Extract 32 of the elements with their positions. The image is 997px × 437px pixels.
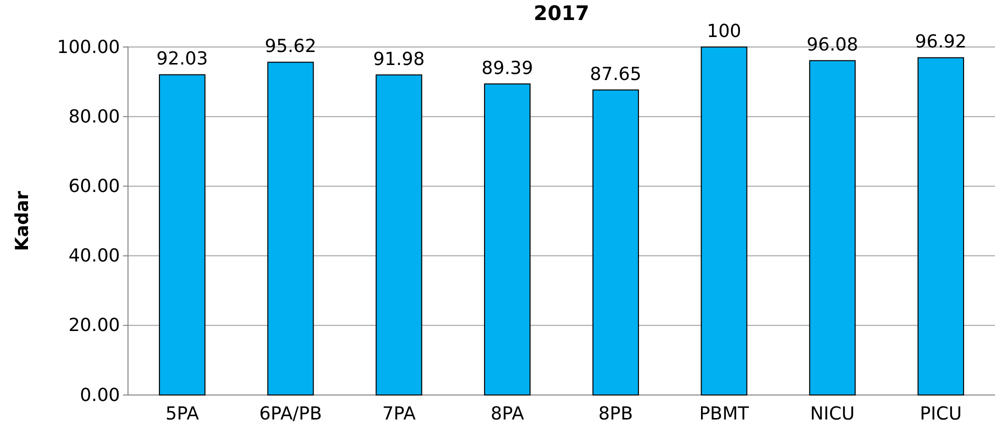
y-tick-label: 80.00 (68, 106, 120, 128)
data-label: 87.65 (590, 64, 642, 85)
chart-title: 2017 (534, 1, 590, 25)
data-label: 95.62 (264, 36, 316, 58)
data-label: 92.03 (156, 48, 208, 70)
y-tick-label: 0.00 (80, 384, 120, 406)
data-label: 89.39 (482, 58, 534, 79)
bar (267, 62, 314, 396)
x-tick-label: 7PA (382, 404, 416, 425)
bar (158, 74, 206, 396)
bar (592, 89, 639, 396)
bar (918, 57, 964, 396)
x-tick-label: 8PA (490, 404, 525, 425)
y-tick-label: 40.00 (68, 246, 120, 267)
y-tick-label: 20.00 (68, 315, 120, 336)
y-tick-label: 60.00 (68, 176, 120, 197)
y-tick-label: 100.00 (57, 36, 120, 58)
bar (809, 60, 856, 396)
data-label: 96.92 (915, 32, 967, 53)
x-tick-label: 8PB (598, 404, 634, 425)
x-tick-label: NICU (810, 404, 855, 425)
data-label: 100 (706, 21, 742, 42)
x-tick-label: PICU (920, 404, 962, 425)
bar (376, 74, 422, 396)
x-tick-label: 6PA/PB (259, 404, 322, 425)
x-tick-label: 5PA (165, 404, 200, 425)
x-tick-label: PBMT (699, 404, 750, 425)
data-label: 96.08 (806, 34, 858, 56)
bar (484, 83, 531, 396)
data-label: 91.98 (373, 48, 425, 70)
bar (700, 46, 748, 396)
y-axis-title: Kadar (12, 190, 33, 252)
